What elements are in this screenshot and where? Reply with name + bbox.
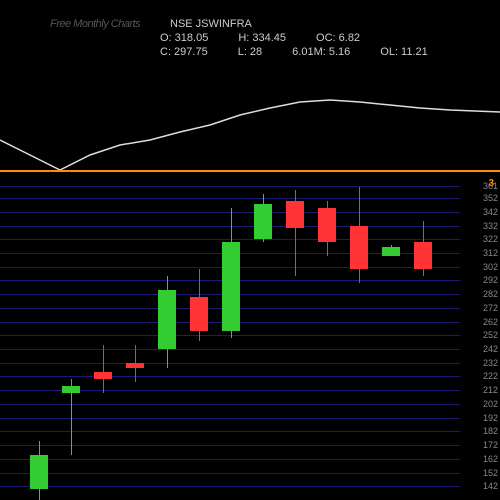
candle-body xyxy=(190,297,208,331)
candle-body xyxy=(126,363,144,368)
y-axis-label: 232 xyxy=(483,358,498,368)
y-axis-label: 222 xyxy=(483,371,498,381)
grid-line xyxy=(0,486,460,487)
candle-body xyxy=(94,372,112,379)
grid-line xyxy=(0,335,460,336)
y-axis-label: 212 xyxy=(483,385,498,395)
oc-value: OC: 6.82 xyxy=(316,32,360,44)
ol-value: OL: 11.21 xyxy=(380,46,428,58)
y-axis-label: 292 xyxy=(483,275,498,285)
close-value: C: 297.75 xyxy=(160,46,208,58)
candle-body xyxy=(62,386,80,393)
grid-line xyxy=(0,459,460,460)
grid-line xyxy=(0,349,460,350)
candle-body xyxy=(318,208,336,242)
candle-body xyxy=(382,247,400,255)
grid-line xyxy=(0,376,460,377)
y-axis-label: 202 xyxy=(483,399,498,409)
candle-wick xyxy=(103,345,104,393)
candle-body xyxy=(414,242,432,269)
candle-body xyxy=(254,204,272,240)
watermark-text: Free Monthly Charts xyxy=(50,18,140,30)
grid-line xyxy=(0,186,460,187)
grid-line xyxy=(0,404,460,405)
y-axis-label: 172 xyxy=(483,440,498,450)
y-axis-label: 252 xyxy=(483,330,498,340)
grid-line xyxy=(0,445,460,446)
y-axis-label: 312 xyxy=(483,248,498,258)
ohlc-row-1: O: 318.05 H: 334.45 OC: 6.82 xyxy=(160,32,360,44)
ticker-symbol: NSE JSWINFRA xyxy=(170,18,252,30)
grid-line xyxy=(0,212,460,213)
y-axis-label: 322 xyxy=(483,234,498,244)
y-axis-label: 192 xyxy=(483,413,498,423)
grid-line xyxy=(0,418,460,419)
y-axis-label: 272 xyxy=(483,303,498,313)
grid-line xyxy=(0,239,460,240)
candle-body xyxy=(350,226,368,270)
open-value: O: 318.05 xyxy=(160,32,208,44)
line-chart-panel: Free Monthly Charts NSE JSWINFRA O: 318.… xyxy=(0,0,500,170)
y-axis-label: 162 xyxy=(483,454,498,464)
candlestick-panel: 142 152 162 172 182 192 202 212 222 232 242 252 262 2… xyxy=(0,172,500,500)
y-axis-label: 361 xyxy=(483,181,498,191)
candle-body xyxy=(30,455,48,489)
line-chart-svg xyxy=(0,60,500,170)
y-axis-label: 282 xyxy=(483,289,498,299)
grid-line xyxy=(0,363,460,364)
six-value: 6.01M: 5.16 xyxy=(292,46,350,58)
high-value: H: 334.45 xyxy=(238,32,286,44)
y-axis-label: 182 xyxy=(483,426,498,436)
ohlc-row-2: C: 297.75 L: 28 6.01M: 5.16 OL: 11.21 xyxy=(160,46,428,58)
y-axis-label: 242 xyxy=(483,344,498,354)
candle-body xyxy=(222,242,240,331)
candle-body xyxy=(158,290,176,349)
grid-line xyxy=(0,431,460,432)
y-axis-label: 142 xyxy=(483,481,498,491)
low-value: L: 28 xyxy=(238,46,262,58)
grid-line xyxy=(0,473,460,474)
candle-body xyxy=(286,201,304,228)
y-axis-label: 262 xyxy=(483,317,498,327)
grid-line xyxy=(0,226,460,227)
grid-line xyxy=(0,198,460,199)
y-axis-label: 302 xyxy=(483,262,498,272)
y-axis-label: 342 xyxy=(483,207,498,217)
y-axis-label: 352 xyxy=(483,193,498,203)
y-axis-label: 152 xyxy=(483,468,498,478)
y-axis-label: 332 xyxy=(483,221,498,231)
